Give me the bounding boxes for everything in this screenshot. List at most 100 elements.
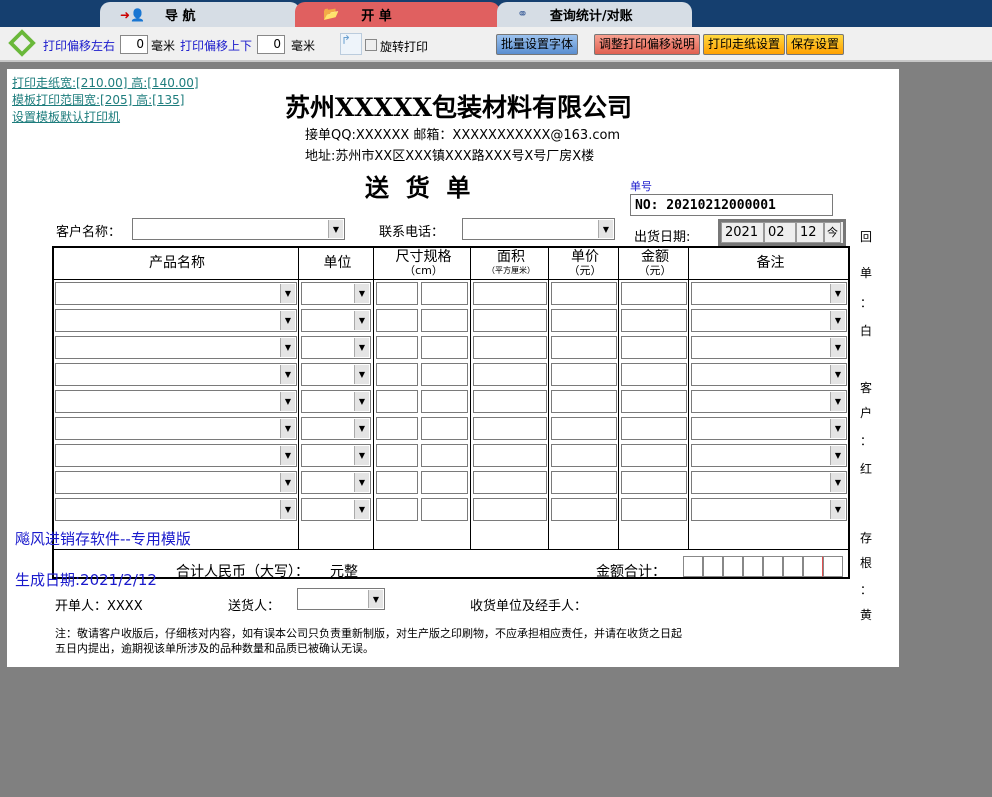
size-width-input[interactable] [421, 336, 468, 359]
size-width-input[interactable] [421, 390, 468, 413]
unit-price-input[interactable] [551, 309, 617, 332]
remark-select[interactable]: ▼ [691, 471, 847, 494]
size-width-input[interactable] [421, 282, 468, 305]
unit-price-input[interactable] [551, 336, 617, 359]
remark-select[interactable]: ▼ [691, 498, 847, 521]
batch-font-button[interactable]: 批量设置字体 [496, 34, 579, 55]
amount-input[interactable] [621, 336, 687, 359]
product-name-select[interactable]: ▼ [55, 282, 297, 305]
unit-select[interactable]: ▼ [301, 417, 371, 440]
paper-size-link[interactable]: 打印走纸宽:[210.00] 高:[140.00] [12, 76, 199, 90]
remark-select[interactable]: ▼ [691, 282, 847, 305]
unit-select[interactable]: ▼ [301, 336, 371, 359]
deliverer-select[interactable]: ▼ [297, 588, 385, 610]
unit-select[interactable]: ▼ [301, 390, 371, 413]
amount-input[interactable] [621, 390, 687, 413]
tab-navigate[interactable]: ➜👤 导 航 [100, 2, 300, 27]
tab-new-order[interactable]: 📂 开 单 [295, 2, 500, 27]
print-range-link[interactable]: 模板打印范围宽:[205] 高:[135] [12, 93, 185, 107]
unit-price-input[interactable] [551, 444, 617, 467]
area-input[interactable] [473, 471, 547, 494]
size-width-input[interactable] [421, 471, 468, 494]
product-name-select[interactable]: ▼ [55, 471, 297, 494]
product-name-select[interactable]: ▼ [55, 417, 297, 440]
remark-select[interactable]: ▼ [691, 363, 847, 386]
area-input[interactable] [473, 417, 547, 440]
unit-select[interactable]: ▼ [301, 444, 371, 467]
order-no-field[interactable]: NO: 20210212000001 [630, 194, 833, 216]
unit-select[interactable]: ▼ [301, 363, 371, 386]
offset-help-button[interactable]: 调整打印偏移说明 [594, 34, 701, 55]
amount-input[interactable] [621, 498, 687, 521]
remark-select[interactable]: ▼ [691, 336, 847, 359]
size-width-input[interactable] [421, 363, 468, 386]
size-length-input[interactable] [376, 498, 418, 521]
unit-price-input[interactable] [551, 498, 617, 521]
product-name-select[interactable]: ▼ [55, 390, 297, 413]
save-settings-button[interactable]: 保存设置 [786, 34, 845, 55]
amount-input[interactable] [621, 309, 687, 332]
size-width-input[interactable] [421, 417, 468, 440]
unit-price-input[interactable] [551, 471, 617, 494]
ship-date-picker[interactable]: 2021 02 12 今 [718, 219, 846, 246]
today-button[interactable]: 今 [824, 222, 841, 243]
area-input[interactable] [473, 336, 547, 359]
unit-select[interactable]: ▼ [301, 309, 371, 332]
area-input[interactable] [473, 444, 547, 467]
unit-price-input[interactable] [551, 417, 617, 440]
size-width-input[interactable] [421, 498, 468, 521]
default-printer-link[interactable]: 设置模板默认打印机 [12, 110, 121, 124]
size-length-input[interactable] [376, 336, 418, 359]
amount-total-label: 金额合计： [596, 564, 666, 580]
size-length-input[interactable] [376, 417, 418, 440]
size-length-input[interactable] [376, 444, 418, 467]
product-name-select[interactable]: ▼ [55, 363, 297, 386]
area-input[interactable] [473, 498, 547, 521]
area-input[interactable] [473, 390, 547, 413]
remark-select[interactable]: ▼ [691, 390, 847, 413]
customer-select[interactable]: ▼ [132, 218, 345, 240]
offset-lr-input[interactable]: 0 [120, 35, 148, 54]
size-length-input[interactable] [376, 363, 418, 386]
product-name-select[interactable]: ▼ [55, 498, 297, 521]
area-input[interactable] [473, 282, 547, 305]
amount-input[interactable] [621, 417, 687, 440]
phone-select[interactable]: ▼ [462, 218, 615, 240]
stub-label-char: 红 [860, 462, 873, 476]
unit-select[interactable]: ▼ [301, 282, 371, 305]
stub-label-char: ： [860, 434, 873, 448]
unit-select[interactable]: ▼ [301, 498, 371, 521]
unit-select[interactable]: ▼ [301, 471, 371, 494]
area-input[interactable] [473, 363, 547, 386]
date-year[interactable]: 2021 [721, 222, 764, 243]
size-length-input[interactable] [376, 390, 418, 413]
product-name-select[interactable]: ▼ [55, 444, 297, 467]
items-table: 产品名称 单位 尺寸规格 （cm） 面积 （平方厘米） 单价 （元） 金额 （元） 备注 ▼ ▼ ▼ ▼ ▼ ▼… [52, 246, 850, 579]
offset-ud-input[interactable]: 0 [257, 35, 285, 54]
remark-select[interactable]: ▼ [691, 444, 847, 467]
size-length-input[interactable] [376, 282, 418, 305]
product-name-select[interactable]: ▼ [55, 336, 297, 359]
tab-query-stats[interactable]: ⚭ 查询统计/对账 [497, 2, 692, 27]
size-width-input[interactable] [421, 444, 468, 467]
size-width-input[interactable] [421, 309, 468, 332]
date-day[interactable]: 12 [796, 222, 824, 243]
unit-price-input[interactable] [551, 390, 617, 413]
amount-input[interactable] [621, 444, 687, 467]
remark-select[interactable]: ▼ [691, 309, 847, 332]
size-length-input[interactable] [376, 471, 418, 494]
paper-settings-button[interactable]: 打印走纸设置 [703, 34, 786, 55]
ship-date-label: 出货日期: [634, 230, 691, 245]
amount-input[interactable] [621, 471, 687, 494]
unit-price-input[interactable] [551, 363, 617, 386]
area-input[interactable] [473, 309, 547, 332]
rotate-checkbox[interactable] [365, 39, 377, 51]
remark-select[interactable]: ▼ [691, 417, 847, 440]
size-length-input[interactable] [376, 309, 418, 332]
unit-price-input[interactable] [551, 282, 617, 305]
offset-arrows-icon[interactable] [8, 29, 36, 57]
product-name-select[interactable]: ▼ [55, 309, 297, 332]
amount-input[interactable] [621, 363, 687, 386]
amount-input[interactable] [621, 282, 687, 305]
date-month[interactable]: 02 [764, 222, 796, 243]
